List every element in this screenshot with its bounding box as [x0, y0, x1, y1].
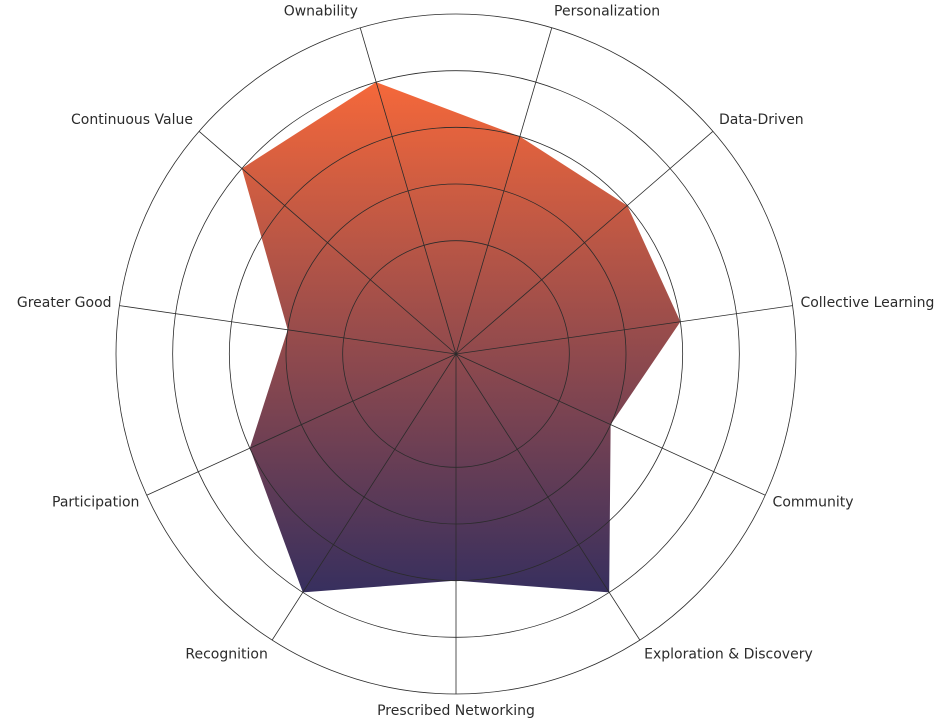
axis-spoke — [455, 131, 714, 355]
axis-label: Recognition — [185, 646, 267, 662]
axis-spoke — [455, 353, 766, 496]
axis-label: Prescribed Networking — [377, 703, 535, 719]
axis-spoke — [198, 131, 457, 355]
axis-label: Community — [773, 494, 854, 510]
axis-spoke — [271, 353, 457, 641]
axis-spoke — [359, 27, 457, 355]
axis-spoke — [119, 305, 457, 355]
axis-label: Continuous Value — [71, 112, 193, 128]
axis-label: Participation — [52, 494, 139, 510]
axis-label: Personalization — [554, 3, 660, 19]
axis-label: Ownability — [284, 3, 358, 19]
axis-spoke — [455, 353, 641, 641]
axis-spoke — [455, 27, 553, 355]
axis-spoke — [455, 305, 793, 355]
axis-label: Greater Good — [17, 295, 112, 311]
axis-label: Collective Learning — [800, 295, 934, 311]
axis-label: Data-Driven — [719, 112, 804, 128]
axis-spoke — [146, 353, 457, 496]
axis-label: Exploration & Discovery — [644, 646, 813, 662]
